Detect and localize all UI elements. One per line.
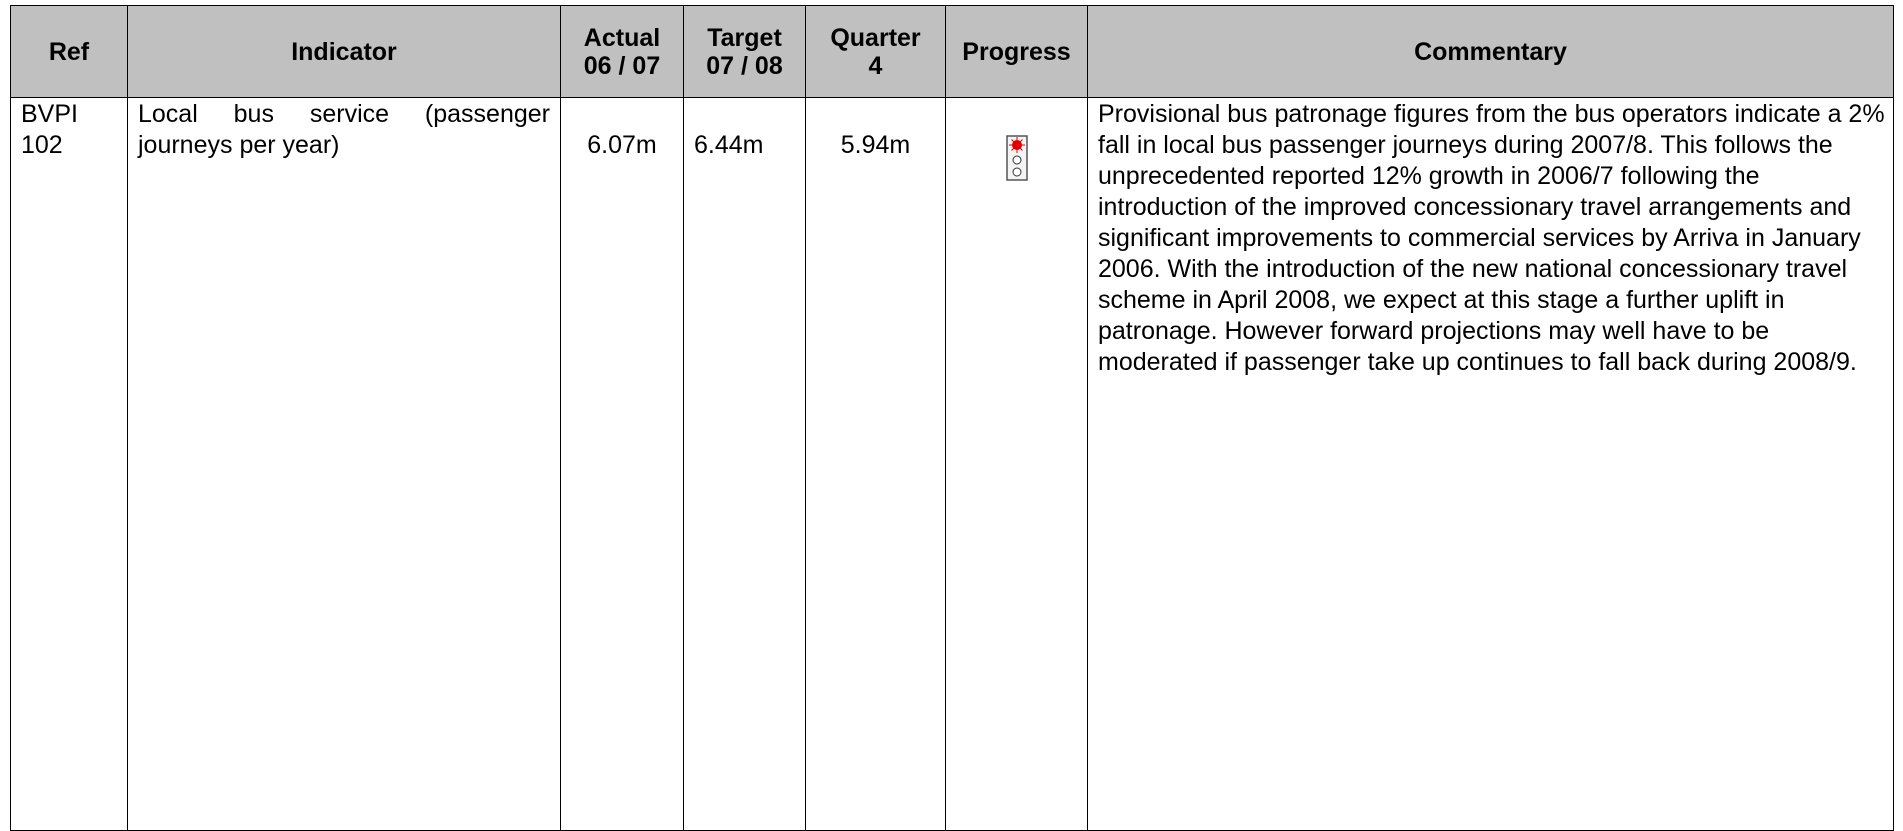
- header-cell: Target 07 / 08: [683, 5, 806, 98]
- commentary-cell: Provisional bus patronage figures from t…: [1087, 97, 1894, 831]
- green-light: [1012, 167, 1021, 177]
- table-header: Ref Indicator Actual 06 / 07 Target 07 /…: [10, 5, 1894, 98]
- indicator-table: Ref Indicator Actual 06 / 07 Target 07 /…: [10, 5, 1894, 831]
- progress-cell: [945, 97, 1088, 831]
- page: Ref Indicator Actual 06 / 07 Target 07 /…: [10, 5, 1894, 831]
- header-cell: Ref: [10, 5, 128, 98]
- quarter-cell: 5.94m: [805, 97, 946, 831]
- header-cell: Actual 06 / 07: [560, 5, 684, 98]
- header-cell: Quarter 4: [805, 5, 946, 98]
- actual-cell: 6.07m: [560, 97, 684, 831]
- target-cell: 6.44m: [683, 97, 806, 831]
- traffic-light-icon: [1005, 135, 1028, 181]
- indicator-cell: Local bus service (passenger journeys pe…: [127, 97, 561, 831]
- data-row: BVPI 102 Local bus service (passenger jo…: [10, 97, 1894, 831]
- header-row: Ref Indicator Actual 06 / 07 Target 07 /…: [10, 5, 1894, 98]
- ref-cell: BVPI 102: [10, 97, 128, 831]
- table-body: BVPI 102 Local bus service (passenger jo…: [10, 97, 1894, 831]
- header-cell: Indicator: [127, 5, 561, 98]
- header-cell: Commentary: [1087, 5, 1894, 98]
- amber-light: [1012, 155, 1021, 165]
- header-cell: Progress: [945, 5, 1088, 98]
- red-light-glow: [1008, 137, 1025, 153]
